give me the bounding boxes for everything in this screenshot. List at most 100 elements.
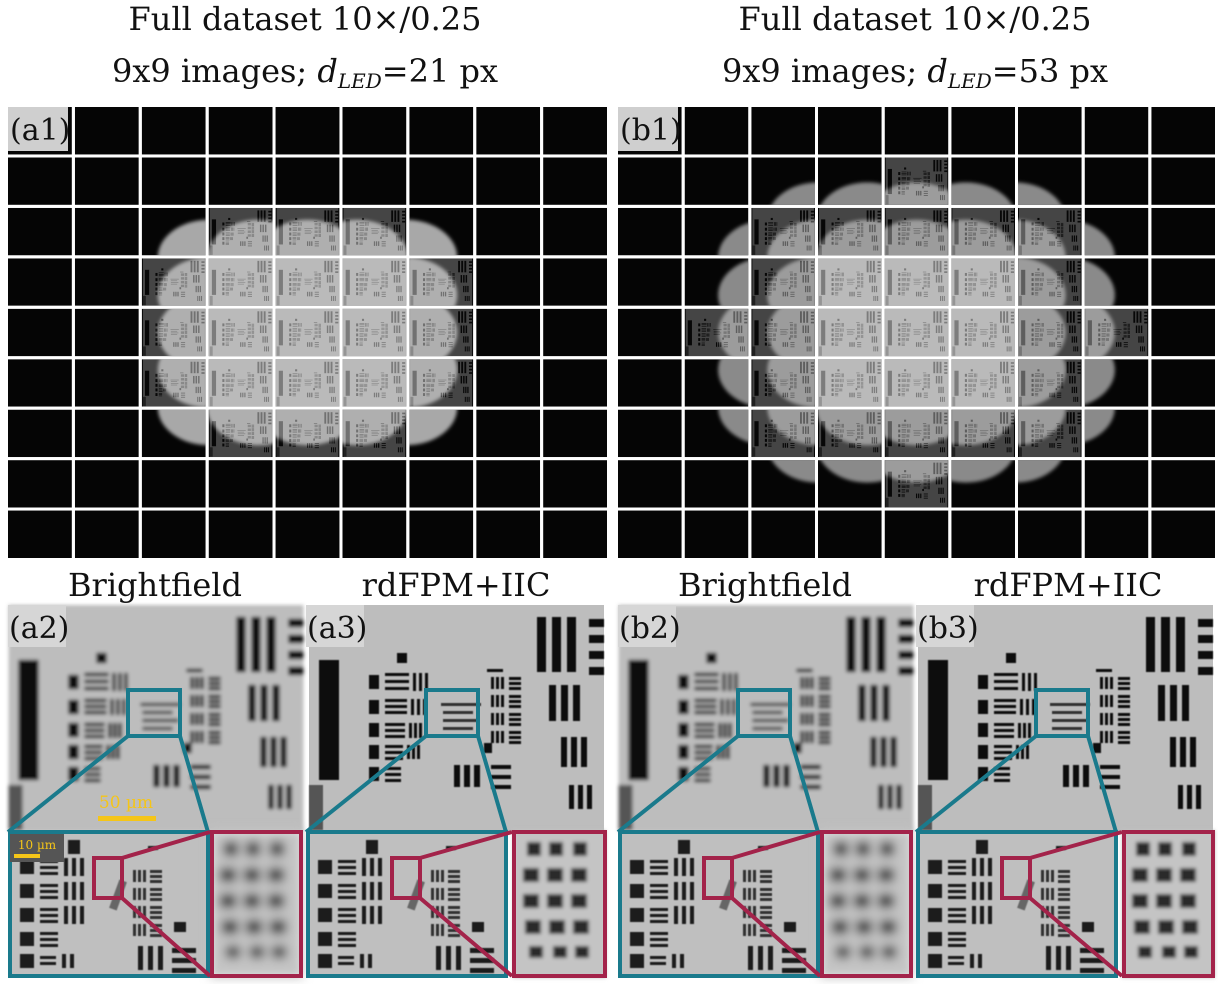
cell-background xyxy=(476,258,540,305)
cell-background xyxy=(476,410,540,457)
grid-cell xyxy=(409,460,473,507)
subtitle-prefix: 9x9 images; xyxy=(112,52,317,90)
cell-background xyxy=(8,258,72,305)
cell-background xyxy=(618,511,682,558)
cell-background xyxy=(1085,107,1149,154)
grid-cell xyxy=(8,359,72,406)
cell-background xyxy=(951,511,1015,558)
cell-image xyxy=(210,359,272,406)
cell-background xyxy=(75,208,139,255)
grid-cell xyxy=(1085,511,1149,558)
cell-background xyxy=(618,460,682,507)
cell-background xyxy=(543,107,607,154)
grid-cell xyxy=(276,107,340,154)
cell-background xyxy=(75,157,139,204)
cell-image xyxy=(819,309,881,356)
grid-cell xyxy=(8,309,72,356)
cell-image xyxy=(410,258,472,305)
cell-background xyxy=(685,157,749,204)
cell-image xyxy=(143,309,205,356)
cell-background xyxy=(618,309,682,356)
grid-cell xyxy=(8,460,72,507)
grid-cell xyxy=(618,309,682,356)
cell-background xyxy=(543,359,607,406)
cell-background xyxy=(685,511,749,558)
column-title: Brightfield xyxy=(678,566,852,604)
cell-image xyxy=(1019,410,1081,457)
grid-cell xyxy=(543,359,607,406)
grid-cell xyxy=(818,511,882,558)
cell-image xyxy=(952,258,1014,305)
cell-image xyxy=(886,359,948,406)
cell-image xyxy=(952,208,1014,255)
grid-cell xyxy=(618,410,682,457)
zoom-image xyxy=(306,830,506,978)
subtitle-suffix: =21 px xyxy=(382,52,498,90)
cell-background xyxy=(409,460,473,507)
figure: Full dataset 10×/0.25 9x9 images; dLED=2… xyxy=(0,0,1218,984)
cell-background xyxy=(142,460,206,507)
grid-cell xyxy=(818,107,882,154)
grid-cell xyxy=(543,410,607,457)
grid-cell xyxy=(685,107,749,154)
cell-image xyxy=(952,410,1014,457)
page: {"left": {"title": "Full dataset 10×/0.2… xyxy=(0,0,1218,984)
cell-background xyxy=(75,309,139,356)
zoom-image xyxy=(916,830,1116,978)
cell-image xyxy=(819,359,881,406)
cell-background xyxy=(1151,157,1215,204)
cell-image xyxy=(410,359,472,406)
cell-image xyxy=(819,208,881,255)
cell-image xyxy=(752,359,814,406)
grid-cell xyxy=(1151,309,1215,356)
image-grid xyxy=(8,107,607,558)
grid-cell xyxy=(142,460,206,507)
cell-background xyxy=(1151,460,1215,507)
subtitle-subscript: LED xyxy=(337,69,382,93)
cell-background xyxy=(885,511,949,558)
grid-cell xyxy=(209,460,273,507)
grid-cell xyxy=(8,208,72,255)
grid-cell xyxy=(409,157,473,204)
title: Full dataset 10×/0.25 xyxy=(129,0,482,38)
grid-cell xyxy=(276,460,340,507)
cell-background xyxy=(1085,157,1149,204)
cell-image xyxy=(1019,359,1081,406)
cell-image xyxy=(886,309,948,356)
cell-background xyxy=(543,511,607,558)
cell-background xyxy=(476,359,540,406)
cell-background xyxy=(342,107,406,154)
cell-background xyxy=(276,107,340,154)
cell-background xyxy=(885,107,949,154)
subtitle-subscript: LED xyxy=(947,69,992,93)
cell-background xyxy=(8,309,72,356)
cell-background xyxy=(8,157,72,204)
cell-image xyxy=(819,258,881,305)
cell-image xyxy=(210,410,272,457)
panel-label: (b3) xyxy=(917,611,979,646)
cell-background xyxy=(476,107,540,154)
grid-cell xyxy=(75,258,139,305)
grid-cell xyxy=(1151,359,1215,406)
grid-cell xyxy=(142,511,206,558)
cell-image xyxy=(886,258,948,305)
grid-cell xyxy=(476,309,540,356)
grid-cell xyxy=(685,511,749,558)
cell-background xyxy=(1018,107,1082,154)
grid-cell xyxy=(8,511,72,558)
cell-background xyxy=(543,157,607,204)
cell-background xyxy=(685,107,749,154)
cell-background xyxy=(751,511,815,558)
grid-cell xyxy=(1085,107,1149,154)
cell-image xyxy=(143,359,205,406)
grid-cell xyxy=(476,258,540,305)
cell-image xyxy=(277,309,339,356)
cell-image xyxy=(277,208,339,255)
subtitle: 9x9 images; dLED=53 px xyxy=(722,52,1108,93)
grid-cell xyxy=(1018,107,1082,154)
grid-cell xyxy=(476,410,540,457)
cell-image xyxy=(344,309,406,356)
cell-background xyxy=(209,107,273,154)
grid-cell xyxy=(885,107,949,154)
cell-background xyxy=(476,511,540,558)
